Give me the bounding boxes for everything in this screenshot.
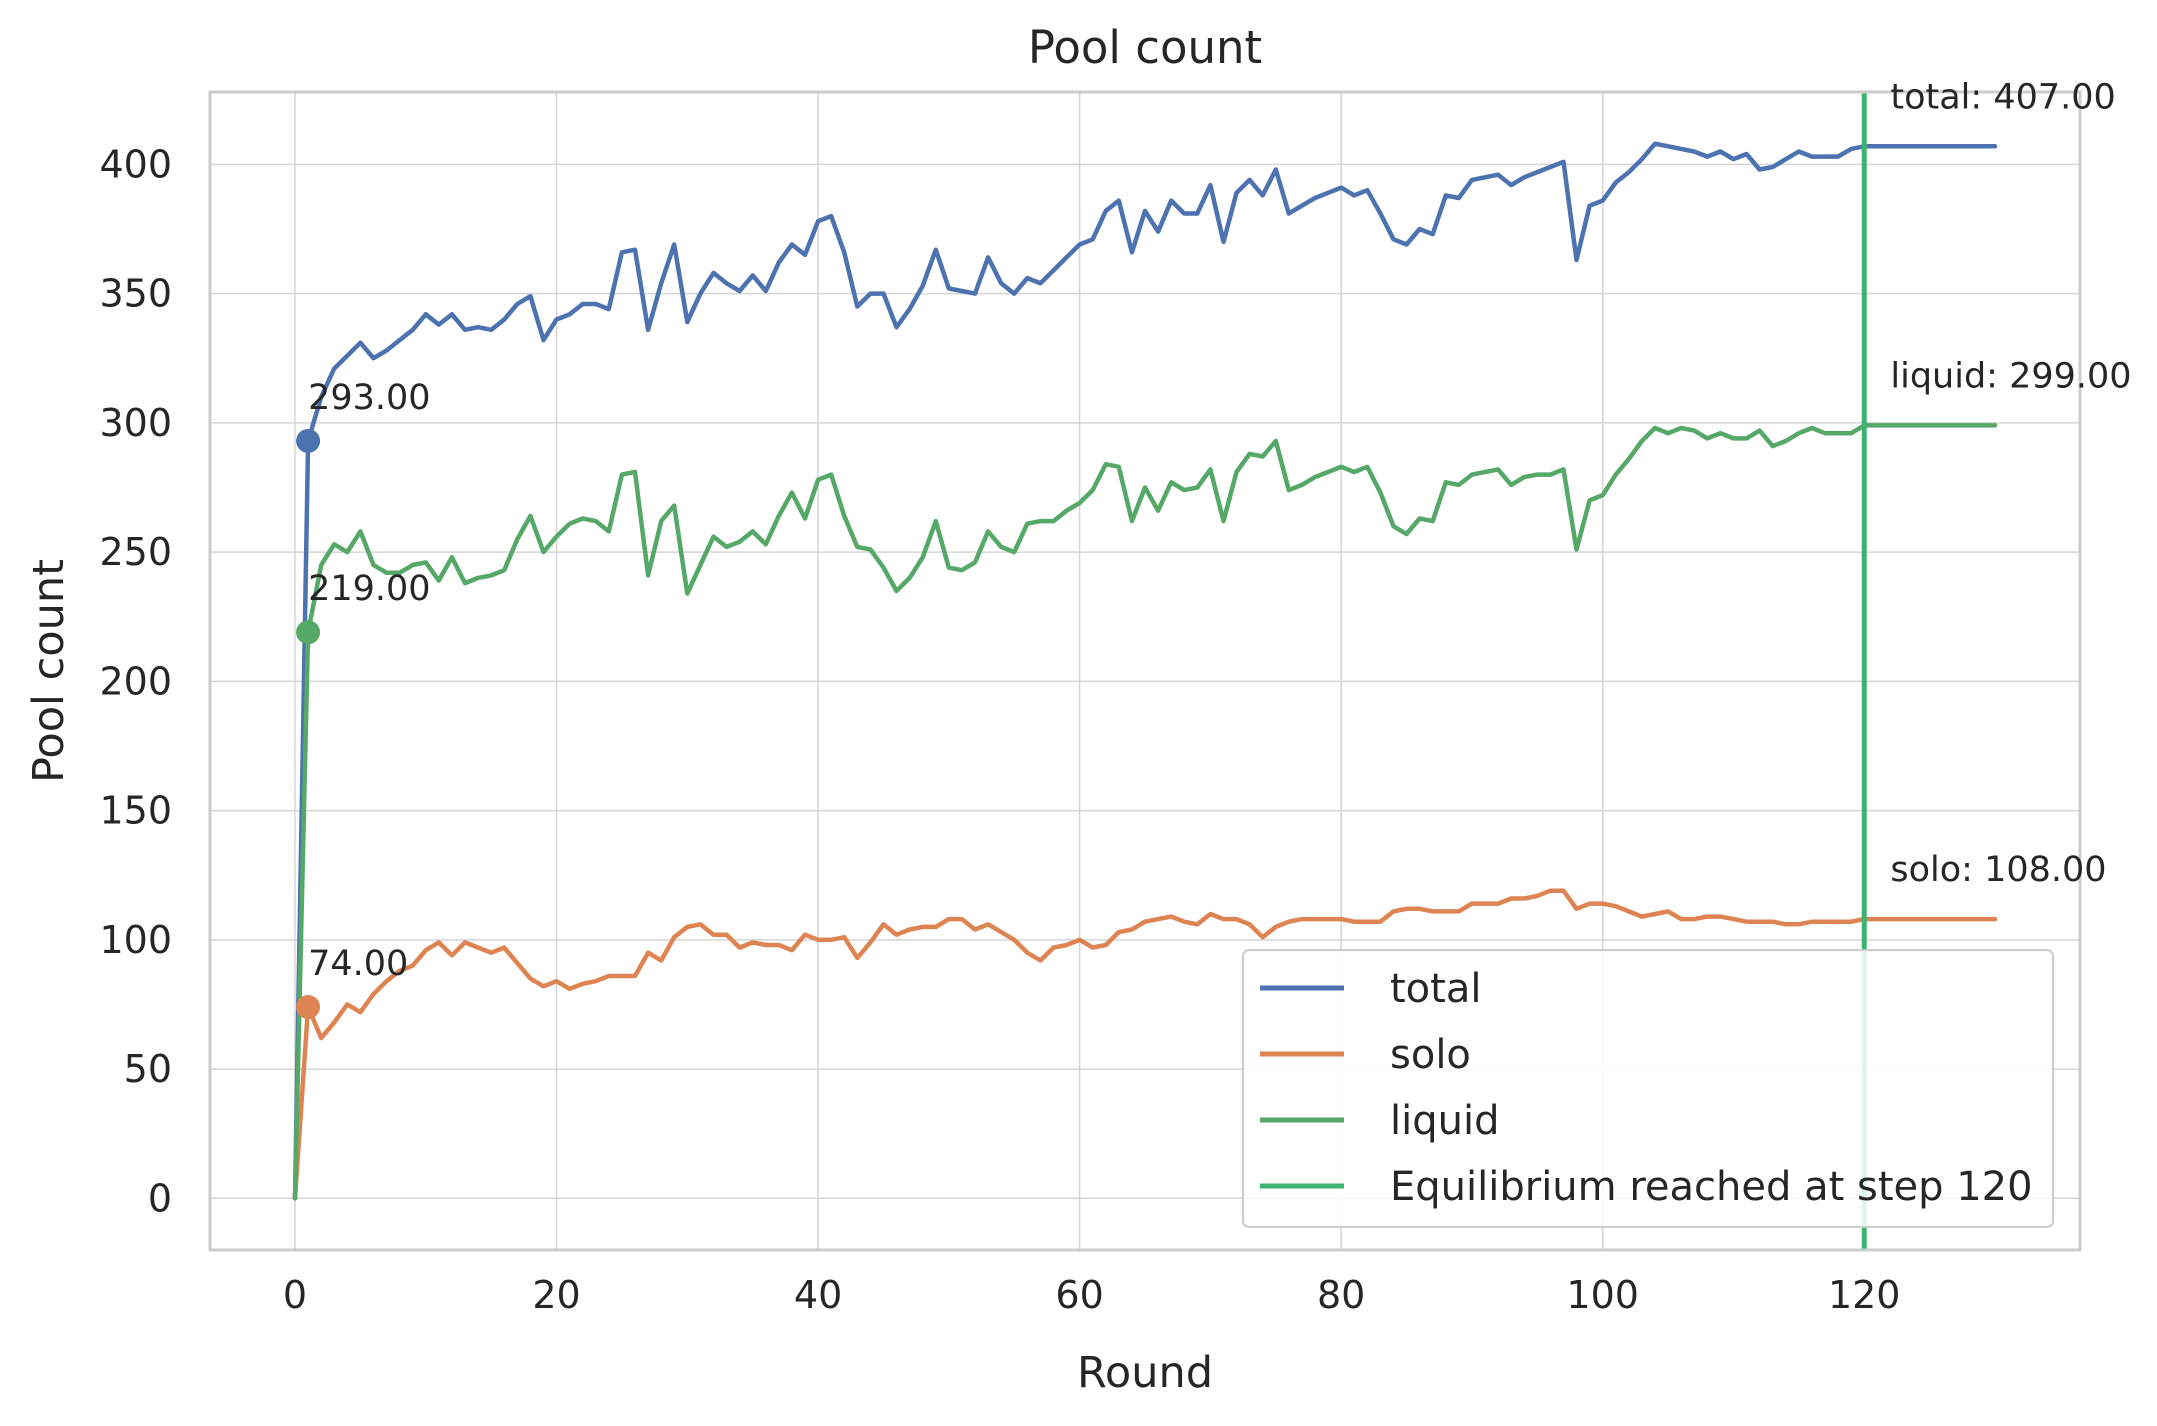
x-tick-label: 20 <box>532 1273 580 1317</box>
grid-lines <box>210 92 2080 1250</box>
marker-label-solo: 74.00 <box>308 944 408 984</box>
y-tick-label: 150 <box>99 789 172 833</box>
marker-solo <box>296 995 321 1020</box>
x-tick-label: 100 <box>1566 1273 1639 1317</box>
legend: total solo liquid Equilibrium reached at st… <box>1242 949 2054 1228</box>
plot-frame <box>208 90 2082 1252</box>
end-label-solo: solo: 108.00 <box>1890 850 2106 890</box>
y-tick-label: 300 <box>99 401 172 445</box>
y-tick-label: 250 <box>99 530 172 574</box>
y-tick-label: 200 <box>99 659 172 703</box>
legend-label: Equilibrium reached at step 120 <box>1390 1164 2033 1210</box>
series-line-solo <box>292 888 1998 1201</box>
marker-total <box>296 428 321 453</box>
legend-label: solo <box>1390 1032 1471 1078</box>
marker-label-liquid: 219.00 <box>308 569 430 609</box>
y-tick-label: 0 <box>148 1176 172 1220</box>
series-line-total <box>292 141 1998 1201</box>
end-label-liquid: liquid: 299.00 <box>1890 356 2131 396</box>
y-axis-title: Pool count <box>24 559 74 783</box>
marker-label-total: 293.00 <box>308 378 430 418</box>
x-axis-title: Round <box>1077 1348 1213 1398</box>
tick-labels: 0 20 40 60 80 100 120 0 50 100 150 200 250 300 350 400 <box>99 142 1900 1317</box>
y-tick-label: 400 <box>99 142 172 186</box>
annotations: 293.00 219.00 74.00 total: 407.00 liquid: 29… <box>308 77 2131 984</box>
y-tick-label: 350 <box>99 272 172 316</box>
x-tick-label: 0 <box>283 1273 307 1317</box>
legend-label: liquid <box>1390 1098 1499 1144</box>
legend-box <box>1242 949 2054 1228</box>
chart-title: Pool count <box>1028 21 1262 74</box>
y-tick-label: 100 <box>99 918 172 962</box>
end-label-total: total: 407.00 <box>1890 77 2115 117</box>
legend-label: total <box>1390 966 1481 1012</box>
point-markers <box>296 428 321 1020</box>
x-tick-label: 40 <box>794 1273 842 1317</box>
x-tick-label: 80 <box>1317 1273 1365 1317</box>
marker-liquid <box>296 620 321 645</box>
y-tick-label: 50 <box>124 1047 172 1091</box>
x-tick-label: 60 <box>1055 1273 1103 1317</box>
x-tick-label: 120 <box>1828 1273 1901 1317</box>
series-line-liquid <box>292 423 1998 1201</box>
